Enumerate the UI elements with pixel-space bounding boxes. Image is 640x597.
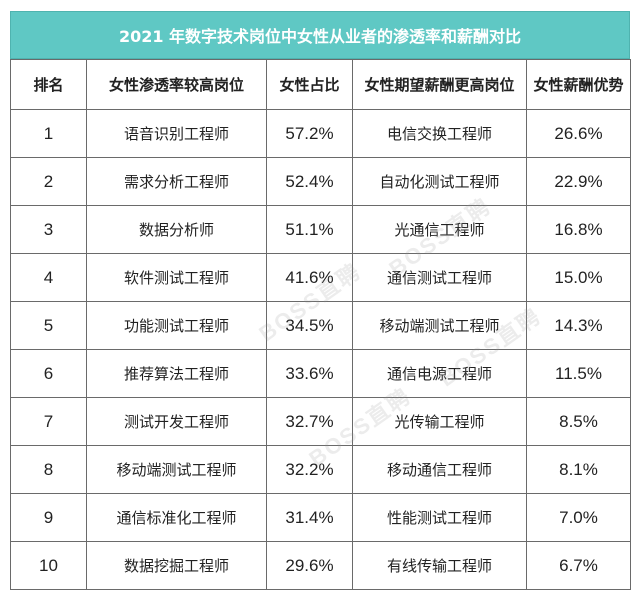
table-row: 7 测试开发工程师 32.7% 光传输工程师 8.5% <box>10 397 631 446</box>
high-penetration-role-cell: 推荐算法工程师 <box>86 349 267 398</box>
high-penetration-role-cell: 语音识别工程师 <box>86 109 267 158</box>
higher-salary-role-cell: 移动端测试工程师 <box>352 301 527 350</box>
rank-cell: 2 <box>10 157 87 206</box>
table-row: 6 推荐算法工程师 33.6% 通信电源工程师 11.5% <box>10 349 631 398</box>
table-header-row: 排名 女性渗透率较高岗位 女性占比 女性期望薪酬更高岗位 女性薪酬优势 <box>10 59 631 110</box>
table-row: 2 需求分析工程师 52.4% 自动化测试工程师 22.9% <box>10 157 631 206</box>
higher-salary-role-cell: 光传输工程师 <box>352 397 527 446</box>
higher-salary-role-cell: 电信交换工程师 <box>352 109 527 158</box>
header-high-penetration-role: 女性渗透率较高岗位 <box>86 59 267 110</box>
comparison-table: 排名 女性渗透率较高岗位 女性占比 女性期望薪酬更高岗位 女性薪酬优势 1 语音识… <box>10 59 631 590</box>
female-share-cell: 32.7% <box>266 397 353 446</box>
female-share-cell: 57.2% <box>266 109 353 158</box>
high-penetration-role-cell: 数据分析师 <box>86 205 267 254</box>
rank-cell: 7 <box>10 397 87 446</box>
high-penetration-role-cell: 移动端测试工程师 <box>86 445 267 494</box>
female-share-cell: 34.5% <box>266 301 353 350</box>
rank-cell: 6 <box>10 349 87 398</box>
salary-advantage-cell: 16.8% <box>526 205 631 254</box>
higher-salary-role-cell: 通信测试工程师 <box>352 253 527 302</box>
rank-cell: 8 <box>10 445 87 494</box>
female-share-cell: 51.1% <box>266 205 353 254</box>
salary-advantage-cell: 26.6% <box>526 109 631 158</box>
comparison-table-container: 2021 年数字技术岗位中女性从业者的渗透率和薪酬对比 排名 女性渗透率较高岗位… <box>10 11 631 590</box>
high-penetration-role-cell: 软件测试工程师 <box>86 253 267 302</box>
rank-cell: 9 <box>10 493 87 542</box>
female-share-cell: 52.4% <box>266 157 353 206</box>
higher-salary-role-cell: 性能测试工程师 <box>352 493 527 542</box>
higher-salary-role-cell: 有线传输工程师 <box>352 541 527 590</box>
header-female-share: 女性占比 <box>266 59 353 110</box>
high-penetration-role-cell: 需求分析工程师 <box>86 157 267 206</box>
female-share-cell: 32.2% <box>266 445 353 494</box>
table-row: 9 通信标准化工程师 31.4% 性能测试工程师 7.0% <box>10 493 631 542</box>
female-share-cell: 33.6% <box>266 349 353 398</box>
salary-advantage-cell: 22.9% <box>526 157 631 206</box>
salary-advantage-cell: 14.3% <box>526 301 631 350</box>
high-penetration-role-cell: 功能测试工程师 <box>86 301 267 350</box>
table-row: 5 功能测试工程师 34.5% 移动端测试工程师 14.3% <box>10 301 631 350</box>
table-row: 4 软件测试工程师 41.6% 通信测试工程师 15.0% <box>10 253 631 302</box>
rank-cell: 10 <box>10 541 87 590</box>
higher-salary-role-cell: 移动通信工程师 <box>352 445 527 494</box>
table-row: 8 移动端测试工程师 32.2% 移动通信工程师 8.1% <box>10 445 631 494</box>
rank-cell: 3 <box>10 205 87 254</box>
header-salary-advantage: 女性薪酬优势 <box>526 59 631 110</box>
high-penetration-role-cell: 测试开发工程师 <box>86 397 267 446</box>
rank-cell: 5 <box>10 301 87 350</box>
higher-salary-role-cell: 通信电源工程师 <box>352 349 527 398</box>
header-rank: 排名 <box>10 59 87 110</box>
salary-advantage-cell: 8.5% <box>526 397 631 446</box>
higher-salary-role-cell: 光通信工程师 <box>352 205 527 254</box>
female-share-cell: 41.6% <box>266 253 353 302</box>
salary-advantage-cell: 11.5% <box>526 349 631 398</box>
female-share-cell: 29.6% <box>266 541 353 590</box>
table-row: 10 数据挖掘工程师 29.6% 有线传输工程师 6.7% <box>10 541 631 590</box>
table-row: 3 数据分析师 51.1% 光通信工程师 16.8% <box>10 205 631 254</box>
salary-advantage-cell: 8.1% <box>526 445 631 494</box>
female-share-cell: 31.4% <box>266 493 353 542</box>
salary-advantage-cell: 6.7% <box>526 541 631 590</box>
rank-cell: 1 <box>10 109 87 158</box>
high-penetration-role-cell: 通信标准化工程师 <box>86 493 267 542</box>
salary-advantage-cell: 15.0% <box>526 253 631 302</box>
header-higher-salary-role: 女性期望薪酬更高岗位 <box>352 59 527 110</box>
rank-cell: 4 <box>10 253 87 302</box>
table-row: 1 语音识别工程师 57.2% 电信交换工程师 26.6% <box>10 109 631 158</box>
table-title: 2021 年数字技术岗位中女性从业者的渗透率和薪酬对比 <box>10 11 630 59</box>
salary-advantage-cell: 7.0% <box>526 493 631 542</box>
higher-salary-role-cell: 自动化测试工程师 <box>352 157 527 206</box>
high-penetration-role-cell: 数据挖掘工程师 <box>86 541 267 590</box>
